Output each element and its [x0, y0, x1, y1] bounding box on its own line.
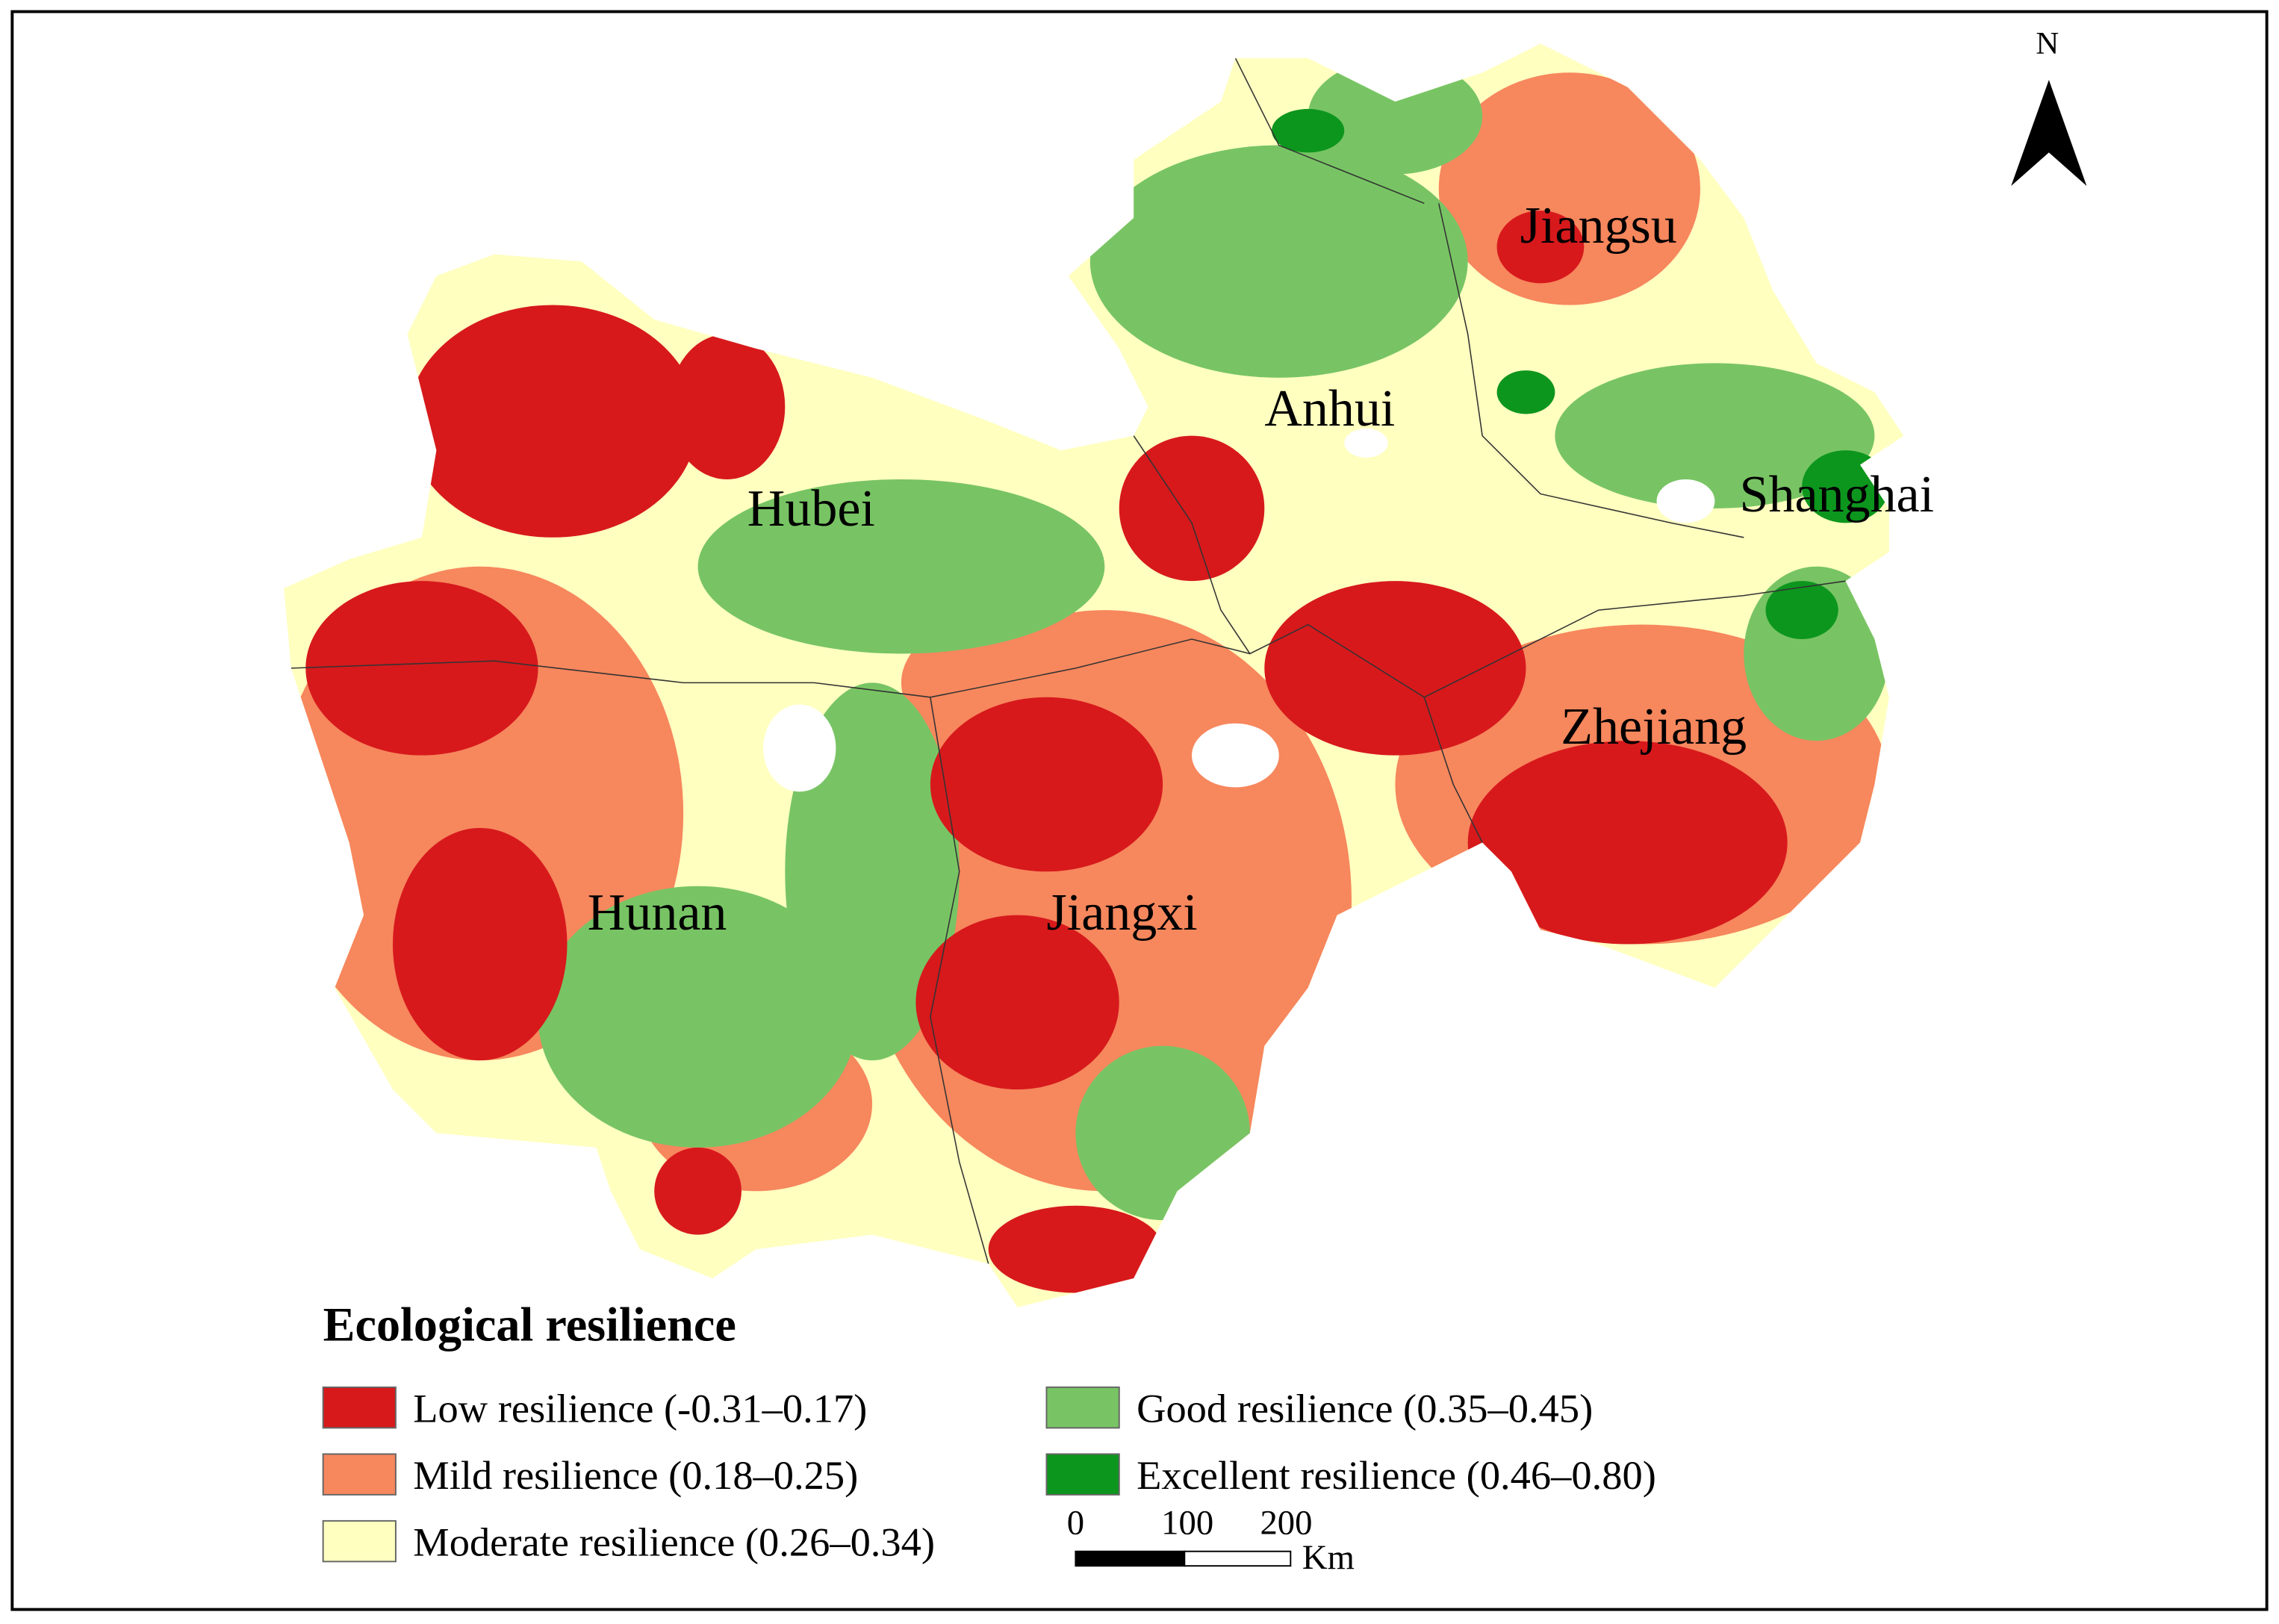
legend-label: Mild resilience (0.18–0.25): [413, 1452, 858, 1498]
region-label: Anhui: [1264, 380, 1395, 438]
low-areas: [305, 211, 1788, 1293]
legend-swatch: [1045, 1386, 1120, 1429]
legend: Low resilience (-0.31–0.17) Mild resilien…: [322, 1386, 1656, 1565]
region-labels: Hubei Anhui Jiangsu Shanghai Zhejiang Hu…: [588, 197, 1934, 942]
legend-swatch: [322, 1519, 397, 1563]
north-arrow-shape: [2011, 79, 2087, 187]
water-bodies: [763, 428, 1715, 792]
scale-label: 100: [1161, 1503, 1213, 1542]
province-borders: [290, 57, 1846, 1264]
scale-segment: [1184, 1550, 1292, 1567]
legend-label: Low resilience (-0.31–0.17): [413, 1386, 867, 1431]
north-arrow: N: [2011, 26, 2087, 187]
region-label: Hunan: [588, 884, 727, 942]
excellent-areas: [1272, 108, 1889, 639]
scale-unit: Km: [1302, 1538, 1355, 1577]
legend-label: Excellent resilience (0.46–0.80): [1137, 1452, 1656, 1498]
north-label: N: [2036, 26, 2059, 61]
legend-label: Moderate resilience (0.26–0.34): [413, 1519, 935, 1565]
legend-swatch: [322, 1453, 397, 1496]
legend-swatch: [322, 1386, 397, 1429]
scale-label: 200: [1260, 1503, 1312, 1542]
region-label: Jiangxi: [1047, 884, 1198, 942]
legend-title: Ecological resilience: [323, 1298, 736, 1351]
region-label: Zhejiang: [1561, 698, 1747, 756]
legend-label: Good resilience (0.35–0.45): [1137, 1386, 1593, 1431]
legend-swatch: [1045, 1453, 1120, 1496]
region-label: Shanghai: [1740, 466, 1935, 523]
region-label: Hubei: [747, 480, 875, 538]
region-label: Jiangsu: [1520, 197, 1677, 255]
scale-label: 0: [1067, 1503, 1084, 1542]
scale-segment: [1075, 1550, 1186, 1567]
